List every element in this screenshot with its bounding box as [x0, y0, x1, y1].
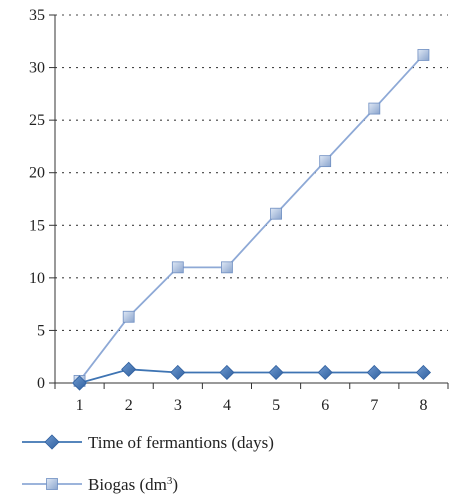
series — [71, 49, 432, 391]
series-0-point-3[interactable] — [170, 364, 186, 381]
legend: Time of fermantions (days) Biogas (dm3) — [22, 433, 274, 494]
x-tick-label-8: 8 — [419, 397, 427, 414]
series-0 — [71, 361, 432, 391]
x-tick-label-3: 3 — [174, 397, 182, 414]
y-tick-label-10: 10 — [29, 270, 45, 287]
series-1-point-4[interactable] — [221, 261, 233, 274]
x-tick-label-4: 4 — [223, 397, 231, 414]
y-tick-label-35: 35 — [29, 7, 45, 24]
x-tick-label-5: 5 — [272, 397, 280, 414]
legend-square-marker — [46, 478, 58, 490]
axes — [49, 14, 449, 389]
series-1-line — [78, 54, 425, 382]
legend-item-biogas[interactable]: Biogas (dm3) — [22, 475, 178, 494]
y-tick-labels: 0 5 10 15 20 25 30 35 — [29, 7, 45, 392]
y-tick-label-30: 30 — [29, 60, 45, 77]
legend-label-time: Time of fermantions (days) — [88, 433, 274, 452]
series-0-point-2[interactable] — [121, 361, 137, 377]
legend-label-biogas-base: Biogas (dm — [88, 475, 167, 494]
x-tick-label-7: 7 — [370, 397, 378, 414]
series-0-point-5[interactable] — [268, 364, 284, 381]
x-tick-labels: 1 2 3 4 5 6 7 8 — [76, 397, 428, 414]
legend-diamond-marker — [44, 434, 60, 450]
series-0-point-4[interactable] — [219, 364, 235, 381]
series-1-point-2[interactable] — [122, 310, 135, 323]
series-1 — [73, 49, 430, 387]
gridlines — [55, 14, 448, 331]
series-0-point-7[interactable] — [366, 364, 382, 381]
series-1-point-5[interactable] — [270, 207, 282, 220]
series-1-point-8[interactable] — [417, 49, 430, 61]
legend-item-time[interactable]: Time of fermantions (days) — [22, 433, 274, 452]
x-tick-label-1: 1 — [76, 397, 84, 414]
y-tick-label-25: 25 — [29, 112, 45, 129]
x-tick-label-2: 2 — [125, 397, 133, 414]
series-1-point-6[interactable] — [319, 155, 332, 168]
y-tick-label-15: 15 — [29, 217, 45, 234]
x-tick-label-6: 6 — [321, 397, 329, 414]
series-0-point-6[interactable] — [317, 364, 333, 381]
legend-label-biogas-sup: 3 — [167, 475, 173, 487]
legend-label-biogas: Biogas (dm3) — [88, 475, 178, 494]
series-1-point-3[interactable] — [171, 261, 184, 274]
y-tick-label-0: 0 — [37, 375, 45, 392]
y-tick-label-5: 5 — [37, 322, 45, 339]
series-0-line — [79, 368, 424, 384]
legend-label-biogas-suffix: ) — [172, 475, 178, 494]
series-0-point-1[interactable] — [71, 375, 88, 391]
y-tick-label-20: 20 — [29, 165, 45, 182]
series-0-point-8[interactable] — [415, 364, 432, 381]
series-1-point-7[interactable] — [368, 102, 381, 115]
